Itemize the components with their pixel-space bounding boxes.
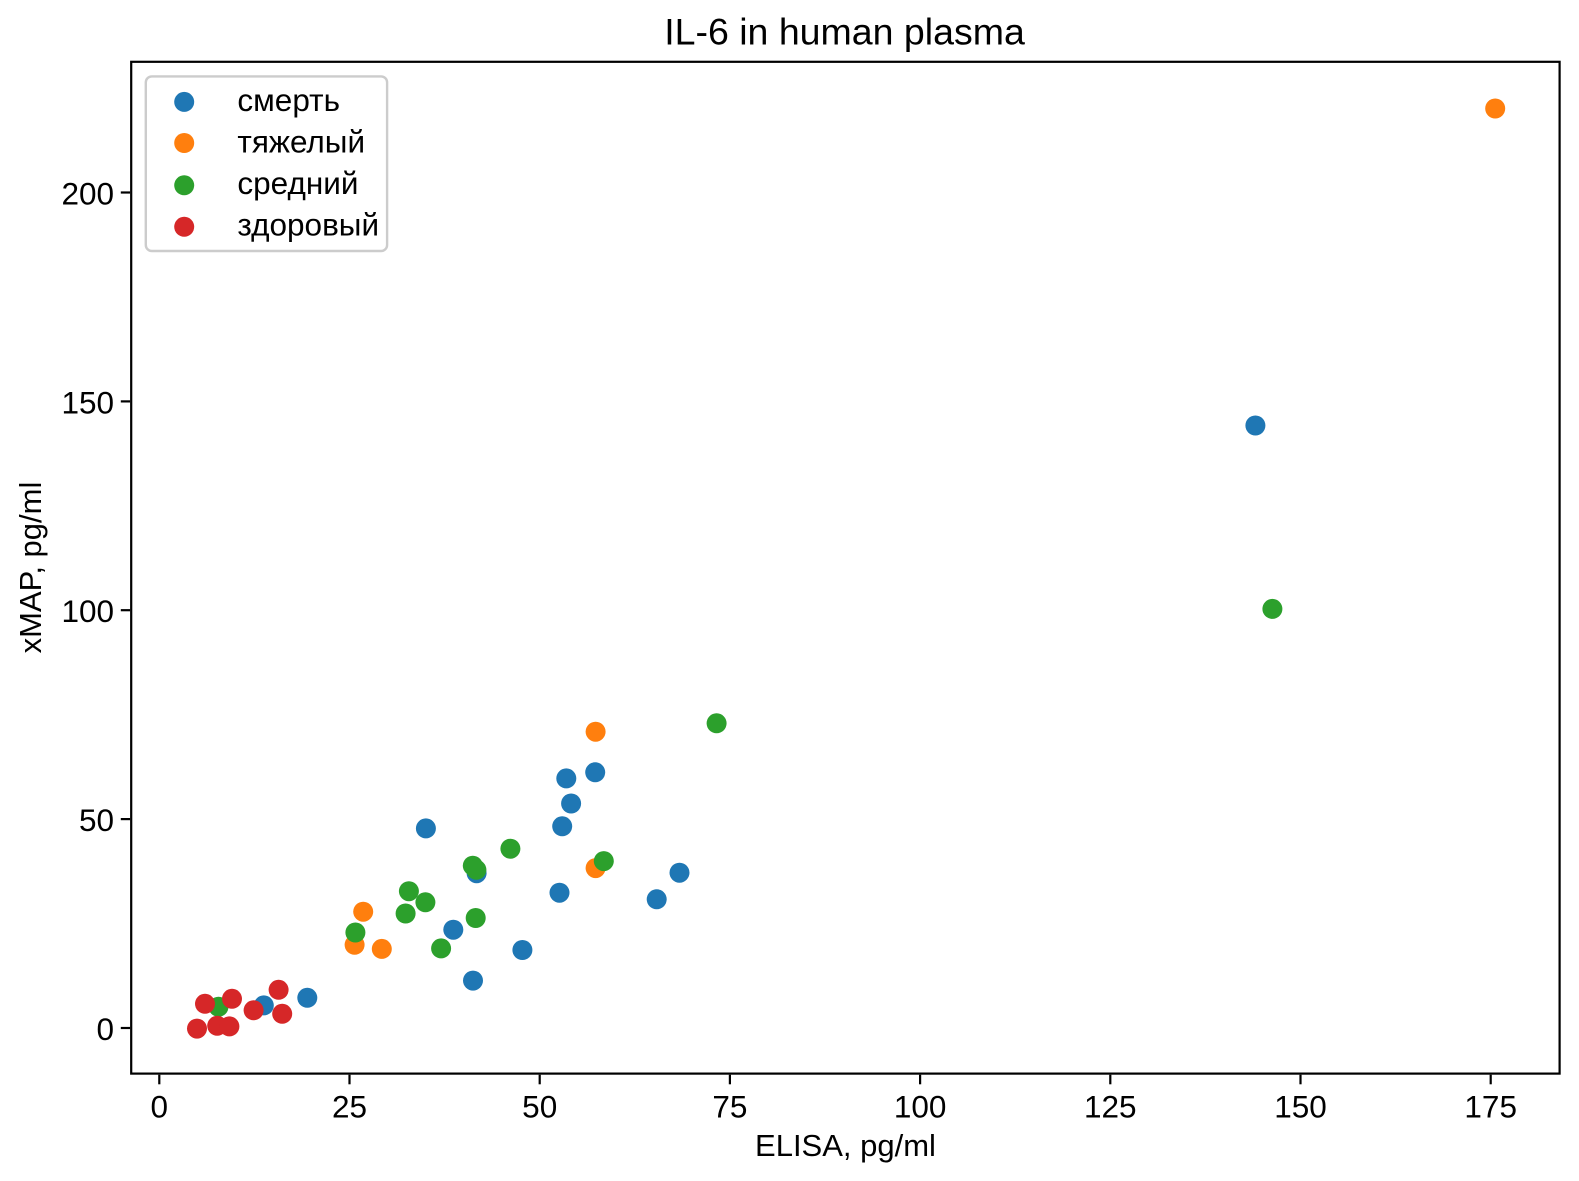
svg-text:50: 50 — [522, 1088, 557, 1124]
svg-text:175: 175 — [1464, 1088, 1517, 1124]
svg-text:xMAP, pg/ml: xMAP, pg/ml — [13, 482, 48, 654]
svg-text:0: 0 — [151, 1088, 169, 1124]
svg-text:25: 25 — [332, 1088, 367, 1124]
svg-text:150: 150 — [61, 384, 114, 420]
svg-text:здоровый: здоровый — [237, 207, 379, 243]
svg-text:средний: средний — [237, 165, 358, 201]
svg-text:ELISA, pg/ml: ELISA, pg/ml — [755, 1128, 936, 1163]
svg-text:0: 0 — [96, 1011, 114, 1047]
svg-text:100: 100 — [894, 1088, 947, 1124]
svg-text:125: 125 — [1084, 1088, 1137, 1124]
svg-text:IL-6 in human plasma: IL-6 in human plasma — [664, 11, 1025, 53]
svg-text:200: 200 — [61, 175, 114, 211]
svg-text:смерть: смерть — [237, 82, 340, 118]
svg-text:тяжелый: тяжелый — [237, 124, 365, 160]
svg-text:100: 100 — [61, 593, 114, 629]
svg-text:150: 150 — [1274, 1088, 1327, 1124]
svg-text:75: 75 — [712, 1088, 747, 1124]
svg-text:50: 50 — [79, 802, 114, 838]
